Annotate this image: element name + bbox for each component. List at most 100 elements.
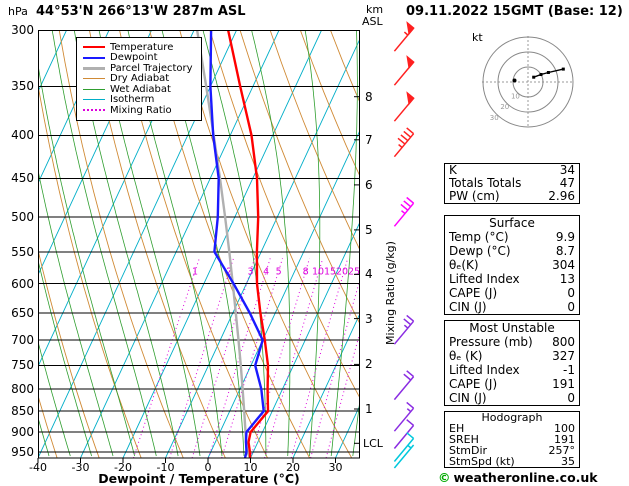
wind-barb [393, 432, 415, 462]
wind-barbs [393, 21, 415, 469]
table-row-label: Lifted Index [449, 272, 520, 286]
pressure-tick-label: 650 [11, 305, 34, 320]
altitude-axis-unit-asl: ASL [362, 15, 383, 28]
mixing-ratio-lines [133, 258, 360, 458]
table-row: CIN (J) 0 [445, 300, 579, 314]
hodograph-axes [482, 36, 574, 128]
table-row: Totals Totals 47 [445, 177, 579, 190]
lcl-marker-label: LCL [363, 437, 383, 450]
table-header: Most Unstable [469, 321, 555, 335]
legend-label: Parcel Trajectory [110, 62, 193, 74]
table-row-value: 191 [552, 377, 575, 391]
temperature-curve [226, 30, 270, 458]
legend-item: Dewpoint [83, 52, 193, 64]
legend-item: Dry Adiabat [83, 73, 193, 85]
indices-table: K 34 Totals Totals 47 PW (cm) 2.96 [444, 163, 580, 204]
table-header: Hodograph [481, 412, 543, 423]
table-row-value: 800 [552, 335, 575, 349]
table-row-value: 2.96 [548, 190, 575, 203]
legend-label: Isotherm [110, 94, 155, 106]
table-row-label: K [449, 164, 457, 177]
pressure-tick-label: 950 [11, 444, 34, 459]
table-row-label: Totals Totals [449, 177, 522, 190]
plot-border [38, 30, 360, 459]
legend-label: Wet Adiabat [110, 83, 171, 95]
hodograph-trace [512, 67, 565, 83]
pressure-tick-label: 300 [11, 23, 34, 37]
legend-label: Temperature [110, 41, 174, 53]
table-row-value: 191 [554, 434, 575, 445]
legend-line-swatch [83, 46, 105, 49]
wind-barb [393, 91, 415, 122]
temp-tick-label: 30 [328, 461, 343, 474]
pressure-tick-label: 750 [11, 358, 34, 373]
table-row-label: StmSpd (kt) [449, 456, 515, 467]
temp-tick-label: 20 [286, 461, 300, 474]
table-row-value: 0 [567, 391, 575, 405]
table-row-label: CAPE (J) [449, 286, 498, 300]
legend-item: Temperature [83, 42, 193, 53]
mixing-ratio-axis-label: Mixing Ratio (g/kg) [384, 241, 397, 345]
pressure-tick-label: 900 [11, 425, 34, 440]
mixing-ratio-label: 25 [348, 266, 360, 277]
table-row-value: 47 [559, 177, 575, 190]
isotherm-lines [38, 30, 360, 458]
km-tick-label: 5 [365, 222, 373, 237]
pressure-tick-label: 800 [11, 381, 34, 396]
table-row-label: CAPE (J) [449, 377, 498, 391]
table-row-label: EH [449, 423, 465, 434]
pressure-tick-label: 850 [11, 404, 34, 419]
table-row-label: StmDir [449, 445, 488, 456]
temp-tick-label: -30 [71, 461, 90, 474]
pressure-tick-label: 600 [11, 276, 34, 291]
table-row-label: PW (cm) [449, 190, 500, 203]
table-row-label: Lifted Index [449, 363, 520, 377]
table-row-value: 0 [567, 300, 575, 314]
indices-table: Surface Temp (°C) 9.9 Dewp (°C) 8.7 θₑ(K) 304 L… [444, 215, 580, 315]
hodograph-rings [482, 36, 574, 128]
hodograph-unit-label: kt [472, 31, 483, 44]
table-row-value: 100 [554, 423, 575, 434]
run-datetime: 09.11.2022 15GMT (Base: 12) [406, 4, 623, 19]
wind-barb [393, 196, 415, 227]
legend-item: Parcel Trajectory [83, 63, 193, 74]
table-row: Lifted Index -1 [445, 363, 579, 377]
table-row: PW (cm) 2.96 [445, 190, 579, 203]
pressure-tick-label: 400 [11, 128, 34, 143]
pressure-tick-label: 350 [11, 79, 34, 94]
altitude-axis-unit-km: km [366, 3, 384, 16]
pressure-axis-unit: hPa [8, 5, 28, 18]
table-row-label: Temp (°C) [449, 230, 509, 244]
legend-line-swatch [83, 88, 105, 90]
legend-label: Dry Adiabat [110, 73, 170, 85]
table-row-value: 257° [548, 445, 576, 456]
mixing-ratio-label: 3 [247, 266, 253, 277]
indices-table: Hodograph EH 100 SREH 191 StmDir 257° StmSpd (k… [444, 411, 580, 468]
mixing-ratio-label: 2 [226, 266, 232, 277]
legend-item: Mixing Ratio [83, 105, 193, 116]
table-row: Pressure (mb) 800 [445, 335, 579, 349]
table-row: Dewp (°C) 8.7 [445, 244, 579, 258]
temperature-axis-title: Dewpoint / Temperature (°C) [98, 471, 300, 486]
legend-line-swatch [83, 56, 105, 59]
km-tick-label: 1 [365, 402, 373, 417]
legend-label: Dewpoint [110, 52, 158, 64]
table-row-value: 35 [561, 456, 575, 467]
wind-barb [393, 401, 415, 432]
copyright-symbol: © [438, 470, 451, 485]
hodograph-ring-label: 20 [500, 103, 509, 111]
table-row: SREH 191 [445, 434, 579, 445]
wind-barb [393, 370, 415, 401]
legend-box: Temperature Dewpoint Parcel Trajectory Dry … [76, 37, 202, 121]
wind-barb [393, 55, 415, 86]
wind-barb [393, 444, 415, 469]
mixing-ratio-label: 15 [324, 266, 336, 277]
table-row: Lifted Index 13 [445, 272, 579, 286]
km-tick-label: 7 [365, 132, 373, 147]
hodograph-ring-label: 30 [490, 114, 499, 122]
pressure-tick-label: 550 [11, 244, 34, 259]
table-row-value: 13 [559, 272, 575, 286]
dewpoint-curve [209, 30, 265, 458]
table-row-value: 327 [552, 349, 575, 363]
